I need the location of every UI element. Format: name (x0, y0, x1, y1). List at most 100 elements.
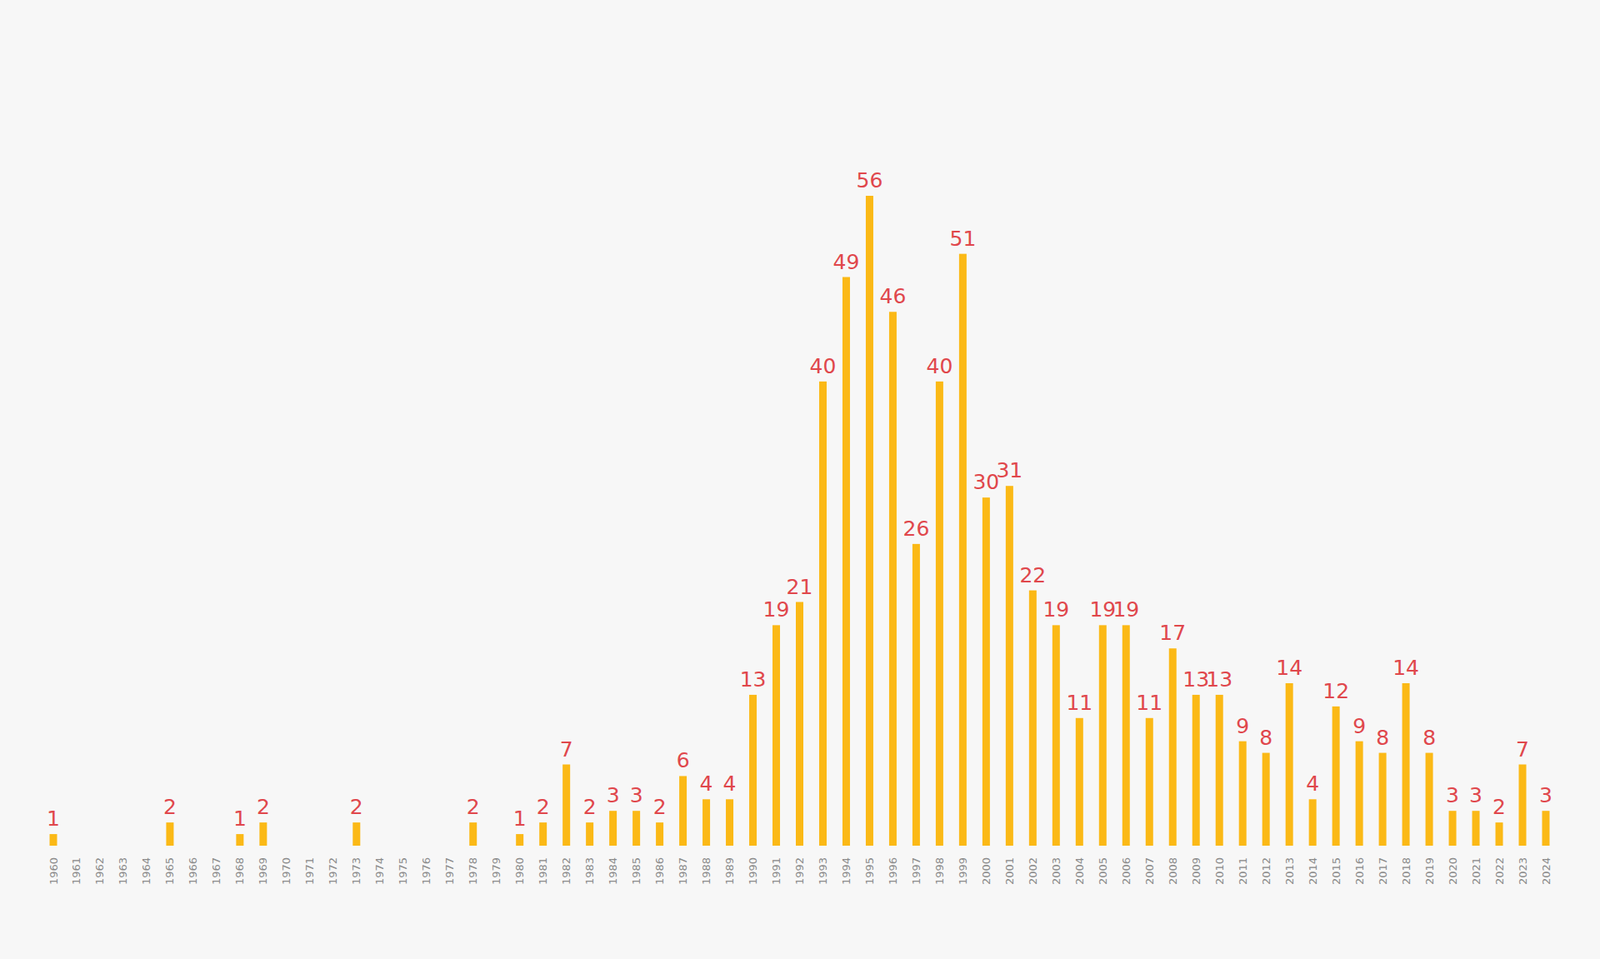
tick-label: 1980 (513, 857, 526, 885)
tick-label: 1974 (373, 857, 386, 885)
x-ticks: 1960196119621963196419651966196719681969… (47, 857, 1553, 885)
tick-label: 1991 (770, 857, 783, 885)
bar (1169, 648, 1177, 846)
bar (1052, 625, 1060, 846)
data-label: 40 (926, 354, 954, 379)
bars (50, 195, 1550, 846)
tick-label: 2003 (1050, 857, 1063, 885)
bar (1145, 718, 1154, 846)
bar (562, 765, 570, 847)
tick-label: 2021 (1470, 857, 1483, 885)
tick-label: 1978 (466, 857, 480, 885)
tick-label: 2016 (1353, 857, 1366, 885)
data-label: 46 (880, 284, 907, 309)
data-label: 19 (1112, 597, 1140, 622)
data-label: 2 (583, 795, 597, 820)
bar (772, 625, 780, 846)
bar (1332, 706, 1340, 846)
bar (1099, 625, 1107, 846)
bar (585, 822, 594, 846)
data-label: 22 (1019, 563, 1046, 588)
bar (282, 845, 290, 847)
tick-label: 2001 (1003, 857, 1016, 885)
tick-label: 1992 (793, 857, 806, 885)
data-label: 3 (1539, 783, 1553, 808)
bar (515, 834, 524, 846)
data-label: 3 (630, 783, 644, 808)
bar (1355, 741, 1364, 846)
tick-label: 2006 (1120, 857, 1133, 885)
tick-label: 1963 (116, 857, 130, 885)
data-label: 1 (233, 806, 247, 831)
bar (469, 822, 477, 846)
bar (679, 775, 687, 846)
bar (165, 822, 174, 846)
tick-label: 1988 (700, 857, 713, 885)
tick-label: 1965 (163, 857, 176, 885)
data-label: 8 (1375, 725, 1390, 750)
tick-label: 1989 (723, 857, 736, 885)
data-label: 19 (1042, 597, 1070, 622)
tick-label: 1986 (653, 857, 666, 885)
data-label: 4 (723, 771, 737, 796)
tick-label: 1961 (70, 857, 83, 885)
bar (1309, 799, 1317, 846)
data-label: 2 (653, 795, 667, 820)
tick-label: 1977 (443, 857, 456, 885)
data-label: 12 (1322, 679, 1350, 704)
bar (632, 810, 640, 846)
bar (1542, 810, 1550, 846)
chart: 1212221272332644131921404956462640513031… (0, 0, 1600, 959)
tick-label: 1990 (746, 857, 760, 885)
data-label: 3 (1445, 783, 1460, 808)
bar (1239, 741, 1247, 846)
bar (1472, 810, 1480, 846)
bar (1262, 753, 1270, 846)
bar (842, 277, 850, 847)
bar (1495, 822, 1504, 846)
bar (1075, 718, 1084, 846)
background (0, 0, 1600, 959)
bar (1402, 683, 1410, 846)
bar (749, 695, 757, 846)
bar (1425, 753, 1434, 846)
tick-label: 1962 (93, 857, 106, 885)
tick-label: 2002 (1026, 857, 1040, 885)
bar (1122, 625, 1130, 846)
bar (982, 497, 990, 846)
tick-label: 2024 (1540, 857, 1553, 885)
data-label: 9 (1352, 714, 1366, 739)
bar (445, 845, 454, 847)
bar (912, 544, 920, 846)
tick-label: 1995 (863, 857, 876, 885)
tick-label: 2023 (1516, 857, 1530, 885)
bar (212, 845, 220, 847)
data-label: 31 (995, 458, 1023, 483)
data-label: 2 (256, 795, 270, 820)
bar (329, 845, 337, 847)
bar (819, 381, 827, 846)
data-label: 19 (763, 597, 790, 622)
data-label: 4 (1305, 771, 1320, 796)
data-labels: 1212221272332644131921404956462640513031… (46, 168, 1553, 831)
data-label: 6 (676, 748, 690, 773)
tick-label: 1999 (956, 857, 970, 885)
tick-label: 2011 (1236, 857, 1250, 885)
bar (375, 845, 384, 847)
data-label: 56 (856, 168, 884, 193)
data-label: 7 (1515, 737, 1530, 762)
data-label: 3 (606, 783, 620, 808)
tick-label: 1981 (536, 857, 550, 885)
tick-label: 1968 (233, 857, 246, 885)
data-label: 3 (1469, 783, 1483, 808)
tick-label: 2012 (1260, 857, 1273, 885)
data-label: 1 (46, 806, 60, 831)
tick-label: 1971 (303, 857, 316, 885)
tick-label: 1994 (840, 857, 853, 885)
tick-label: 2018 (1400, 857, 1413, 885)
data-label: 2 (350, 795, 364, 820)
tick-label: 1987 (676, 857, 690, 885)
bar (422, 845, 430, 847)
tick-label: 2004 (1073, 857, 1086, 885)
tick-label: 1960 (47, 857, 60, 885)
